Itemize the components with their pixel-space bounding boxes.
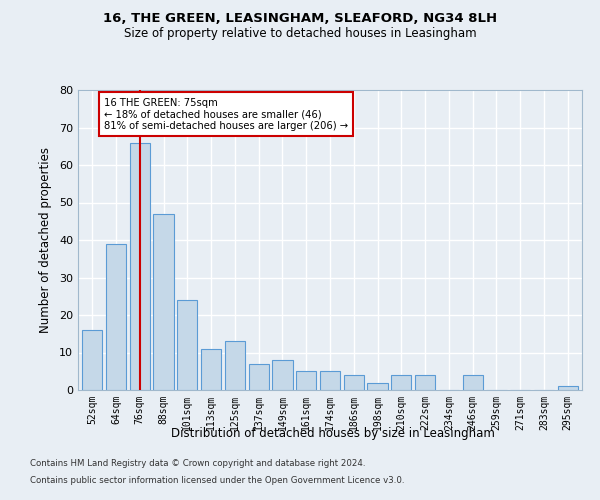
- Bar: [130, 142, 150, 390]
- Bar: [296, 371, 316, 390]
- Text: Contains HM Land Registry data © Crown copyright and database right 2024.: Contains HM Land Registry data © Crown c…: [30, 458, 365, 468]
- Bar: [367, 382, 388, 390]
- Bar: [272, 360, 293, 390]
- Bar: [248, 364, 269, 390]
- Y-axis label: Number of detached properties: Number of detached properties: [39, 147, 52, 333]
- Bar: [391, 375, 412, 390]
- Bar: [225, 341, 245, 390]
- Bar: [154, 214, 173, 390]
- Bar: [106, 244, 126, 390]
- Bar: [463, 375, 483, 390]
- Bar: [557, 386, 578, 390]
- Text: Contains public sector information licensed under the Open Government Licence v3: Contains public sector information licen…: [30, 476, 404, 485]
- Bar: [177, 300, 197, 390]
- Bar: [415, 375, 435, 390]
- Bar: [82, 330, 103, 390]
- Bar: [320, 371, 340, 390]
- Text: Distribution of detached houses by size in Leasingham: Distribution of detached houses by size …: [171, 428, 495, 440]
- Text: Size of property relative to detached houses in Leasingham: Size of property relative to detached ho…: [124, 28, 476, 40]
- Bar: [201, 349, 221, 390]
- Text: 16, THE GREEN, LEASINGHAM, SLEAFORD, NG34 8LH: 16, THE GREEN, LEASINGHAM, SLEAFORD, NG3…: [103, 12, 497, 26]
- Text: 16 THE GREEN: 75sqm
← 18% of detached houses are smaller (46)
81% of semi-detach: 16 THE GREEN: 75sqm ← 18% of detached ho…: [104, 98, 348, 130]
- Bar: [344, 375, 364, 390]
